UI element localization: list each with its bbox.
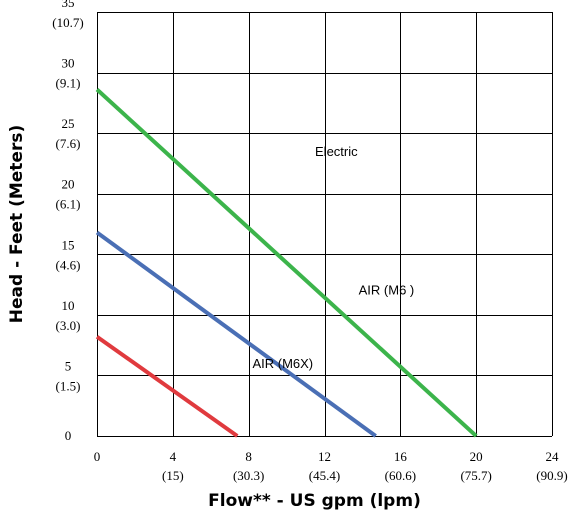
y-tick-label: 35: [62, 0, 75, 10]
x-tick-sublabel: (30.3): [233, 468, 264, 483]
y-tick-sublabel: (1.5): [56, 378, 81, 393]
y-tick-label: 10: [62, 298, 75, 313]
series-label-1: AIR (M6 ): [359, 282, 415, 297]
series-lines: [95, 88, 478, 438]
x-tick-sublabel: (15): [162, 468, 184, 483]
series-label-2: AIR (M6X): [252, 356, 313, 371]
y-tick-sublabel: (10.7): [52, 15, 83, 30]
y-tick-label: 25: [62, 116, 75, 131]
x-tick-sublabel: (75.7): [460, 468, 491, 483]
x-tick-label: 12: [318, 449, 331, 464]
x-tick-sublabel: (45.4): [309, 468, 340, 483]
series-line-2: [95, 335, 239, 438]
y-tick-sublabel: (4.6): [56, 257, 81, 272]
y-tick-sublabel: (9.1): [56, 76, 81, 91]
x-tick-label: 8: [245, 449, 252, 464]
x-tick-label: 24: [546, 449, 560, 464]
y-tick-sublabel: (3.0): [56, 318, 81, 333]
series-line-1: [95, 230, 377, 438]
x-tick-label: 20: [470, 449, 483, 464]
series-line-0: [95, 88, 478, 438]
series-labels: Electric AIR (M6 ) AIR (M6X): [252, 144, 414, 371]
x-axis-title: Flow** - US gpm (lpm): [208, 491, 421, 511]
y-tick-label: 0: [65, 428, 72, 443]
y-tick-sublabel: (7.6): [56, 136, 81, 151]
y-tick-sublabel: (6.1): [56, 197, 81, 212]
y-tick-labels: 0 5 (1.5) 10 (3.0) 15 (4.6) 20 (6.1) 25 (7.6) 30 (9.…: [52, 0, 83, 443]
x-tick-label: 0: [94, 449, 101, 464]
x-tick-sublabel: (60.6): [385, 468, 416, 483]
grid: [97, 12, 553, 437]
y-tick-label: 30: [62, 56, 75, 71]
x-tick-label: 4: [170, 449, 177, 464]
x-tick-label: 16: [394, 449, 408, 464]
x-tick-labels: 0 4 (15) 8 (30.3) 12 (45.4) 16 (60.6) 20 (75.7) 24 (…: [94, 449, 568, 483]
series-label-0: Electric: [315, 144, 358, 159]
y-axis-title: Head - Feet (Meters): [7, 125, 27, 323]
y-tick-label: 20: [62, 177, 75, 192]
y-tick-label: 5: [65, 358, 72, 373]
y-tick-label: 15: [62, 237, 75, 252]
x-tick-sublabel: (90.9): [536, 468, 567, 483]
